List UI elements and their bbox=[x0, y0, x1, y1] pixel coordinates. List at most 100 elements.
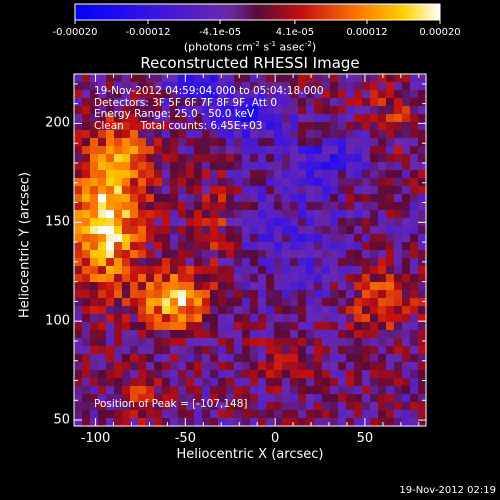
heatmap-cell bbox=[242, 130, 251, 139]
heatmap-cell bbox=[330, 154, 339, 163]
heatmap-cell bbox=[218, 346, 227, 355]
heatmap-cell bbox=[98, 130, 107, 139]
heatmap-cell bbox=[90, 306, 99, 315]
heatmap-cell bbox=[386, 130, 395, 139]
heatmap-cell bbox=[122, 338, 131, 347]
heatmap-cell bbox=[330, 98, 339, 107]
heatmap-cell bbox=[74, 290, 83, 299]
heatmap-cell bbox=[298, 290, 307, 299]
heatmap-cell bbox=[402, 378, 411, 387]
heatmap-cell bbox=[266, 410, 275, 419]
heatmap-cell bbox=[410, 298, 419, 307]
heatmap-cell bbox=[290, 194, 299, 203]
heatmap-cell bbox=[386, 210, 395, 219]
heatmap-cell bbox=[258, 394, 267, 403]
heatmap-cell bbox=[370, 194, 379, 203]
heatmap-cell bbox=[146, 370, 155, 379]
heatmap-cell bbox=[218, 90, 227, 99]
heatmap-cell bbox=[298, 378, 307, 387]
heatmap-cell bbox=[226, 362, 235, 371]
heatmap-cell bbox=[210, 362, 219, 371]
heatmap-cell bbox=[282, 298, 291, 307]
heatmap-cell bbox=[74, 130, 83, 139]
heatmap-cell bbox=[154, 386, 163, 395]
heatmap-cell bbox=[402, 402, 411, 411]
heatmap-cell bbox=[298, 146, 307, 155]
heatmap-cell bbox=[402, 178, 411, 187]
heatmap-cell bbox=[370, 186, 379, 195]
heatmap-cell bbox=[314, 394, 323, 403]
heatmap-cell bbox=[210, 306, 219, 315]
heatmap-cell bbox=[418, 162, 427, 171]
heatmap-cell bbox=[154, 346, 163, 355]
heatmap-cell bbox=[314, 106, 323, 115]
heatmap-cell bbox=[418, 282, 427, 291]
heatmap-cell bbox=[418, 98, 427, 107]
heatmap-cell bbox=[210, 90, 219, 99]
heatmap-cell bbox=[402, 138, 411, 147]
heatmap-cell bbox=[274, 282, 283, 291]
heatmap-cell bbox=[418, 330, 427, 339]
heatmap-cell bbox=[410, 258, 419, 267]
heatmap-cell bbox=[402, 130, 411, 139]
heatmap-cell bbox=[418, 250, 427, 259]
heatmap-cell bbox=[410, 130, 419, 139]
heatmap-cell bbox=[338, 322, 347, 331]
heatmap-cell bbox=[362, 90, 371, 99]
heatmap-cell bbox=[186, 346, 195, 355]
heatmap-cell bbox=[298, 282, 307, 291]
heatmap-cell bbox=[362, 234, 371, 243]
heatmap-cell bbox=[322, 218, 331, 227]
heatmap-cell bbox=[402, 234, 411, 243]
heatmap-cell bbox=[250, 154, 259, 163]
heatmap-cell bbox=[274, 410, 283, 419]
heatmap-cell bbox=[138, 202, 147, 211]
heatmap-cell bbox=[82, 394, 91, 403]
image-annotations: 19-Nov-2012 04:59:04.000 to 05:04:18.000… bbox=[94, 85, 324, 132]
heatmap-cell bbox=[306, 330, 315, 339]
heatmap-cell bbox=[210, 74, 219, 83]
heatmap-cell bbox=[106, 82, 115, 91]
heatmap-cell bbox=[178, 178, 187, 187]
heatmap-cell bbox=[106, 162, 115, 171]
heatmap-cell bbox=[162, 226, 171, 235]
heatmap-cell bbox=[346, 250, 355, 259]
heatmap-cell bbox=[402, 394, 411, 403]
heatmap-cell bbox=[354, 266, 363, 275]
heatmap-cell bbox=[106, 234, 115, 243]
heatmap-cell bbox=[146, 178, 155, 187]
heatmap-cell bbox=[282, 354, 291, 363]
heatmap-cell bbox=[354, 202, 363, 211]
heatmap-cell bbox=[170, 330, 179, 339]
heatmap-cell bbox=[90, 314, 99, 323]
heatmap-cell bbox=[130, 122, 139, 131]
heatmap-cell bbox=[418, 194, 427, 203]
heatmap-cell bbox=[370, 138, 379, 147]
heatmap-cell bbox=[314, 402, 323, 411]
heatmap-cell bbox=[370, 306, 379, 315]
heatmap-cell bbox=[274, 194, 283, 203]
heatmap-cell bbox=[122, 74, 131, 83]
heatmap-cell bbox=[266, 90, 275, 99]
heatmap-cell bbox=[146, 362, 155, 371]
heatmap-cell bbox=[330, 146, 339, 155]
heatmap-cell bbox=[250, 410, 259, 419]
heatmap-cell bbox=[226, 122, 235, 131]
heatmap-cell bbox=[338, 82, 347, 91]
heatmap-cell bbox=[410, 386, 419, 395]
heatmap-cell bbox=[402, 226, 411, 235]
heatmap-cell bbox=[354, 338, 363, 347]
heatmap-cell bbox=[130, 106, 139, 115]
heatmap-cell bbox=[90, 282, 99, 291]
heatmap-cell bbox=[362, 218, 371, 227]
heatmap-cell bbox=[386, 274, 395, 283]
heatmap-cell bbox=[194, 162, 203, 171]
heatmap-cell bbox=[82, 346, 91, 355]
heatmap-cell bbox=[322, 418, 331, 427]
heatmap-cell bbox=[282, 266, 291, 275]
heatmap-cell bbox=[234, 362, 243, 371]
heatmap-cell bbox=[90, 186, 99, 195]
heatmap-cell bbox=[130, 266, 139, 275]
heatmap-cell bbox=[82, 274, 91, 283]
heatmap-cell bbox=[138, 274, 147, 283]
